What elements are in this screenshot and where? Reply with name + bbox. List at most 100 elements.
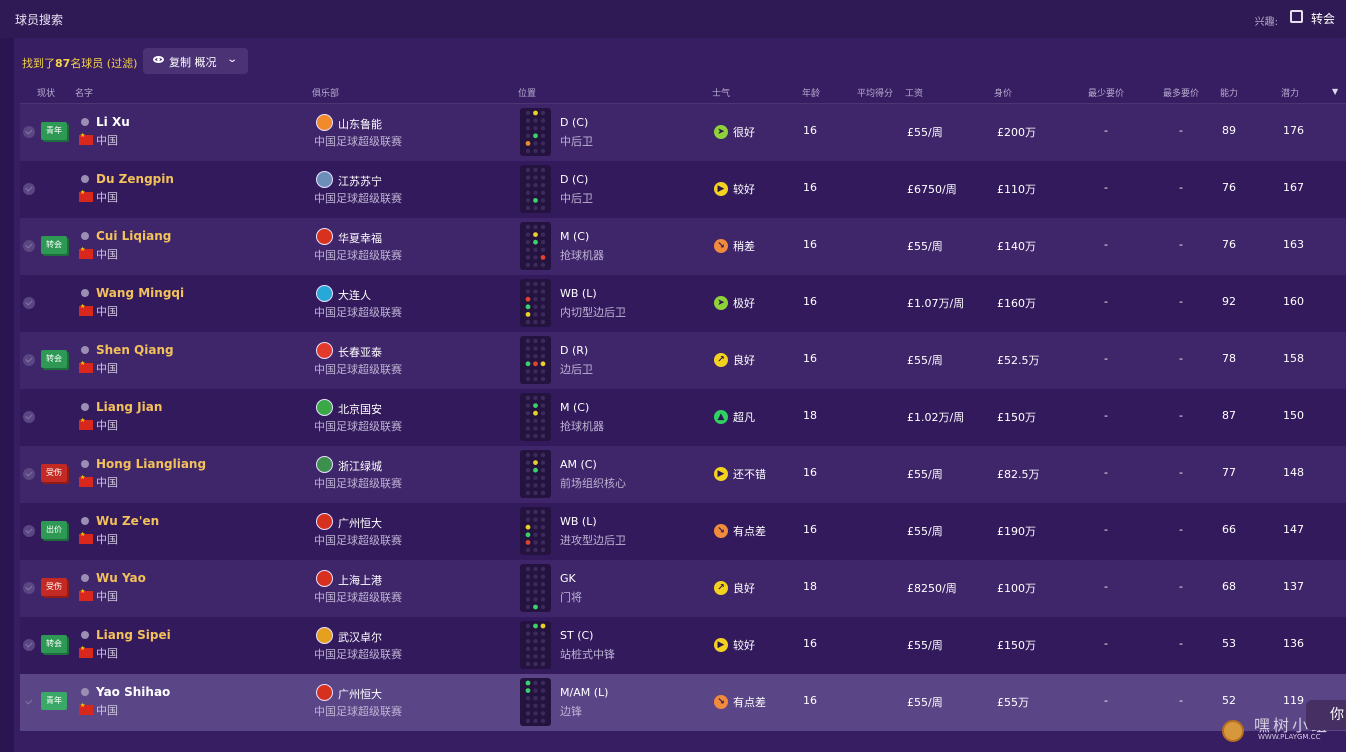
player-wage: £55/周: [907, 525, 943, 538]
player-nationality[interactable]: 中国: [96, 134, 118, 147]
league-name[interactable]: 中国足球超级联赛: [314, 306, 402, 319]
league-name[interactable]: 中国足球超级联赛: [314, 249, 402, 262]
club-name[interactable]: 广州恒大: [338, 688, 382, 701]
player-name[interactable]: Yao Shihao: [96, 685, 171, 699]
view-dropdown-button[interactable]: 复制 概况 ⌄: [143, 48, 248, 74]
transfer-checkbox-label[interactable]: 转会: [1310, 12, 1335, 26]
player-nationality[interactable]: 中国: [96, 590, 118, 603]
player-name[interactable]: Li Xu: [96, 115, 130, 129]
player-name[interactable]: Wu Yao: [96, 571, 146, 585]
player-nationality[interactable]: 中国: [96, 305, 118, 318]
player-nationality[interactable]: 中国: [96, 533, 118, 546]
side-tab[interactable]: 你: [1306, 700, 1346, 730]
col-club[interactable]: 俱乐部: [312, 89, 340, 99]
select-check-icon[interactable]: [23, 411, 35, 423]
select-check-icon[interactable]: [23, 354, 35, 366]
club-name[interactable]: 浙江绿城: [338, 460, 382, 473]
league-name[interactable]: 中国足球超级联赛: [314, 363, 402, 376]
transfer-checkbox[interactable]: [1290, 10, 1303, 23]
china-flag-icon: [79, 303, 93, 316]
col-age[interactable]: 年龄: [802, 89, 821, 99]
league-name[interactable]: 中国足球超级联赛: [314, 705, 402, 718]
col-potential[interactable]: 潜力: [1281, 89, 1300, 99]
club-name[interactable]: 武汉卓尔: [338, 631, 382, 644]
league-name[interactable]: 中国足球超级联赛: [314, 591, 402, 604]
col-name[interactable]: 名字: [75, 89, 94, 99]
player-name[interactable]: Du Zengpin: [96, 172, 174, 186]
sort-desc-icon[interactable]: ▼: [1332, 87, 1339, 96]
select-check-icon[interactable]: [23, 468, 35, 480]
col-ability[interactable]: 能力: [1220, 89, 1239, 99]
view-dropdown-label: 复制 概况: [169, 56, 217, 69]
player-nationality[interactable]: 中国: [96, 476, 118, 489]
league-name[interactable]: 中国足球超级联赛: [314, 477, 402, 490]
player-name[interactable]: Wu Ze'en: [96, 514, 160, 528]
select-check-icon[interactable]: [23, 696, 35, 708]
club-name[interactable]: 上海上港: [338, 574, 382, 587]
arrow-up-icon: ▲: [714, 410, 728, 424]
col-status[interactable]: 现状: [37, 89, 56, 99]
league-name[interactable]: 中国足球超级联赛: [314, 534, 402, 547]
col-avg-rating[interactable]: 平均得分: [857, 89, 894, 99]
league-name[interactable]: 中国足球超级联赛: [314, 420, 402, 433]
select-check-icon[interactable]: [23, 525, 35, 537]
player-person-icon: [81, 118, 89, 126]
player-nationality[interactable]: 中国: [96, 704, 118, 717]
player-ability: 76: [1222, 238, 1236, 251]
player-name[interactable]: Liang Jian: [96, 400, 163, 414]
player-nationality[interactable]: 中国: [96, 362, 118, 375]
col-value[interactable]: 身价: [994, 89, 1013, 99]
club-name[interactable]: 山东鲁能: [338, 118, 382, 131]
club-name[interactable]: 华夏幸福: [338, 232, 382, 245]
player-age: 18: [803, 580, 817, 593]
player-max-fee: -: [1179, 694, 1183, 707]
club-name[interactable]: 大连人: [338, 289, 371, 302]
select-check-icon[interactable]: [23, 297, 35, 309]
player-name[interactable]: Wang Mingqi: [96, 286, 185, 300]
club-name[interactable]: 广州恒大: [338, 517, 382, 530]
player-nationality[interactable]: 中国: [96, 191, 118, 204]
player-name[interactable]: Liang Sipei: [96, 628, 171, 642]
col-min-fee[interactable]: 最少要价: [1088, 89, 1125, 99]
position-pitch-icon: [520, 507, 551, 555]
player-potential: 163: [1283, 238, 1304, 251]
player-max-fee: -: [1179, 295, 1183, 308]
league-name[interactable]: 中国足球超级联赛: [314, 648, 402, 661]
col-morale[interactable]: 士气: [712, 89, 731, 99]
club-name[interactable]: 长春亚泰: [338, 346, 382, 359]
league-name[interactable]: 中国足球超级联赛: [314, 192, 402, 205]
results-suffix[interactable]: 名球员 (过滤): [70, 57, 138, 70]
league-name[interactable]: 中国足球超级联赛: [314, 135, 402, 148]
player-name[interactable]: Cui Liqiang: [96, 229, 172, 243]
player-nationality[interactable]: 中国: [96, 647, 118, 660]
select-check-icon[interactable]: [23, 639, 35, 651]
player-ability: 92: [1222, 295, 1236, 308]
col-max-fee[interactable]: 最多要价: [1163, 89, 1200, 99]
player-value: £82.5万: [997, 468, 1040, 481]
col-position[interactable]: 位置: [518, 89, 537, 99]
select-check-icon[interactable]: [23, 582, 35, 594]
player-name[interactable]: Hong Liangliang: [96, 457, 207, 471]
player-nationality[interactable]: 中国: [96, 419, 118, 432]
select-check-icon[interactable]: [23, 240, 35, 252]
select-check-icon[interactable]: [23, 183, 35, 195]
player-age: 18: [803, 409, 817, 422]
player-nationality[interactable]: 中国: [96, 248, 118, 261]
player-morale: 很好: [733, 126, 755, 139]
select-check-icon[interactable]: [23, 126, 35, 138]
col-wage[interactable]: 工资: [905, 89, 924, 99]
club-name[interactable]: 北京国安: [338, 403, 382, 416]
player-name[interactable]: Shen Qiang: [96, 343, 174, 357]
club-name[interactable]: 江苏苏宁: [338, 175, 382, 188]
